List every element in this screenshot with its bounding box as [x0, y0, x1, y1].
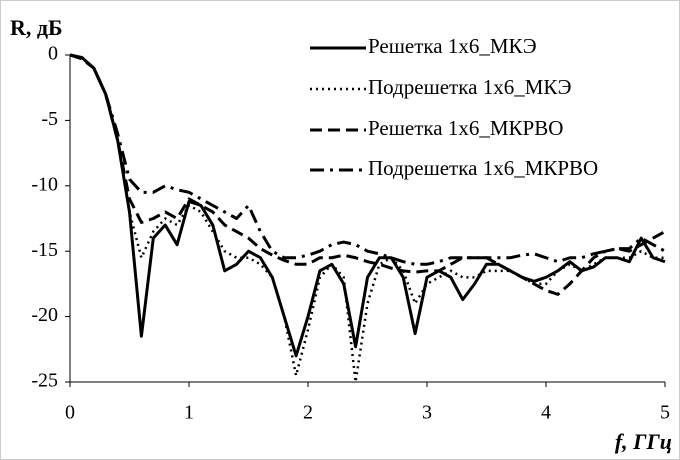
y-axis-label: R, дБ [10, 15, 63, 40]
x-tick-label: 5 [660, 402, 670, 424]
y-tick-label: -20 [31, 304, 58, 326]
y-tick-label: -25 [31, 370, 58, 392]
x-tick-label: 4 [541, 402, 551, 424]
y-tick-label: -15 [31, 239, 58, 261]
legend-bg [306, 73, 676, 105]
x-tick-label: 0 [65, 402, 75, 424]
y-tick-label: -10 [31, 173, 58, 195]
legend-label: Решетка 1х6_МКЭ [368, 34, 537, 58]
y-tick-label: 0 [48, 43, 58, 65]
x-axis-label: f, ГГц [615, 429, 672, 454]
legend-bg [306, 32, 676, 64]
legend-label: Подрешетка 1х6_МКЭ [368, 75, 572, 99]
legend-bg [306, 114, 676, 146]
x-tick-label: 2 [303, 402, 313, 424]
x-tick-label: 3 [422, 402, 432, 424]
legend-bg [306, 154, 676, 186]
series-line [69, 53, 666, 296]
series-line [69, 53, 666, 266]
legend-label: Решетка 1х6_МКРВО [368, 116, 563, 140]
y-tick-label: -5 [41, 108, 58, 130]
legend-label: Подрешетка 1х6_МКРВО [368, 156, 598, 180]
series-line [69, 53, 666, 358]
x-tick-label: 1 [184, 402, 194, 424]
